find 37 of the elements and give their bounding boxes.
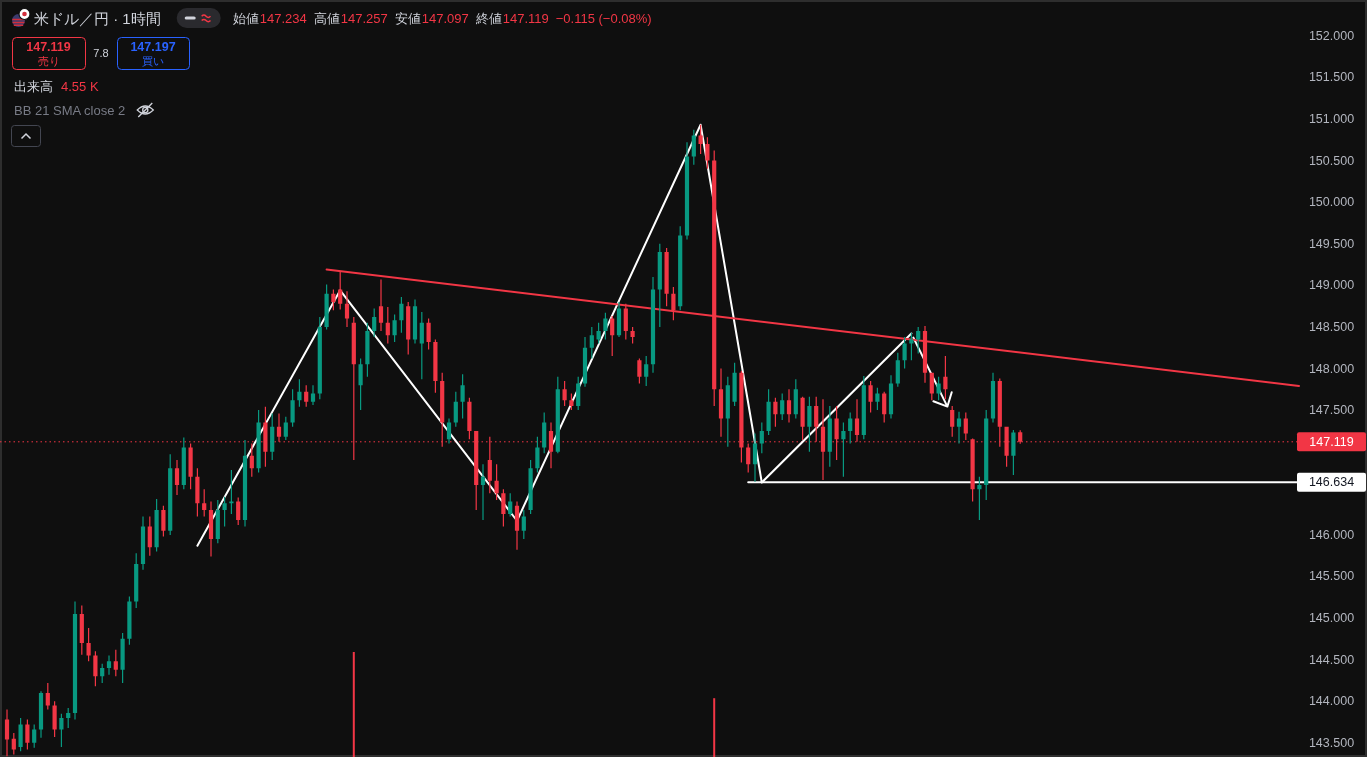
title: 米ドル／円 · 1時間 [34,9,161,27]
tick-label: 151.000 [1308,111,1355,126]
annotation: 7.8 [93,47,109,59]
tick-label: 144.000 [1308,694,1355,709]
annotation: 147.097 [421,10,469,26]
annotation: 高値 [313,10,340,26]
annotation: 出来高 [14,78,53,94]
annotation: 売り [37,55,60,67]
tick-label: 145.000 [1308,611,1355,626]
tick-label: 146.000 [1308,527,1355,542]
annotation: −0.115 (−0.08%) [555,10,652,26]
data-label: 146.634 [1308,475,1355,490]
annotation: 147.257 [340,10,388,26]
tick-label: 149.000 [1308,278,1355,293]
annotation: 買い [142,55,164,67]
annotation: 147.234 [259,10,307,26]
tick-label: 147.500 [1308,403,1355,418]
annotation: 147.197 [130,40,176,54]
tick-label: 145.500 [1308,569,1355,584]
tick-label: 149.500 [1308,236,1355,251]
annotation: BB 21 SMA close 2 [14,102,126,118]
tick-label: 152.000 [1308,28,1355,43]
tick-label: 148.000 [1308,361,1355,376]
annotation: 終値 [475,10,502,26]
tick-label: 151.500 [1308,70,1355,85]
tick-label: 143.500 [1308,735,1355,750]
annotation: 始値 [232,10,259,26]
tick-label: 144.500 [1308,652,1355,667]
annotation: 147.119 [502,10,549,26]
ref-line-label: 147.119 [1309,434,1354,449]
annotation: 147.119 [26,40,71,54]
annotation: 安値 [394,10,421,26]
tick-label: 150.000 [1308,195,1355,210]
axis-label: 147.119 [1297,432,1366,452]
tick-label: 150.500 [1308,153,1355,168]
tick-label: 148.500 [1308,319,1355,334]
annotation: 4.55 K [61,78,99,94]
